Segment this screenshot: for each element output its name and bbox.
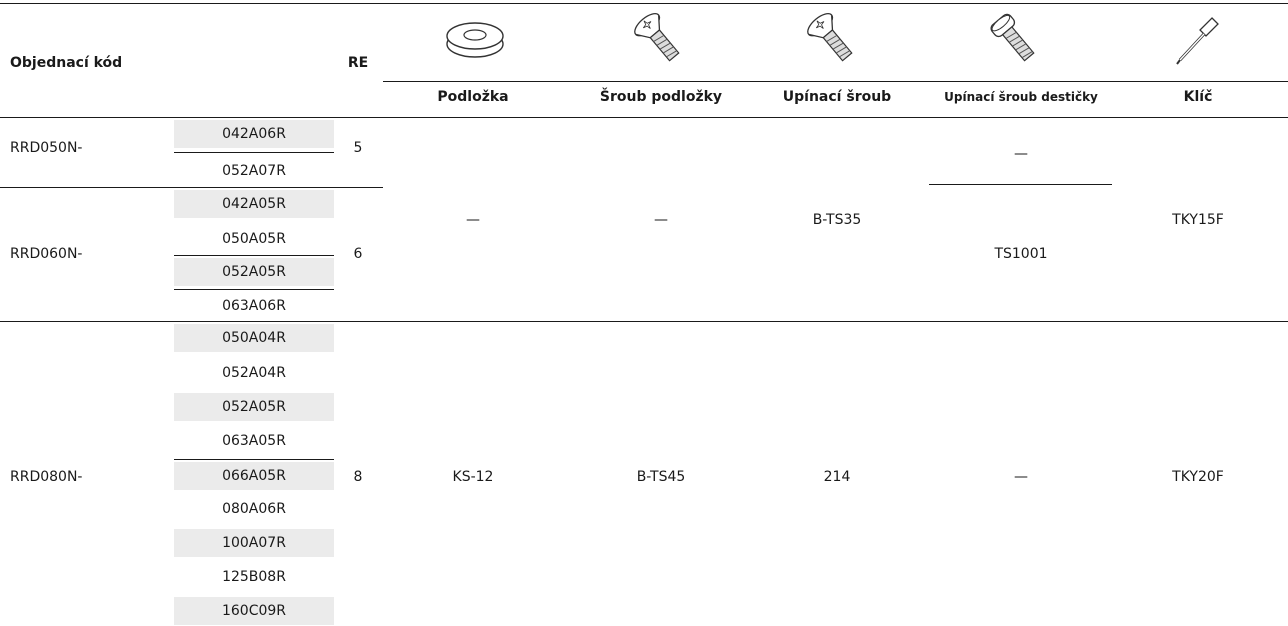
desticky-divider xyxy=(929,184,1112,185)
sroub-podlozky-value: B-TS45 xyxy=(636,469,686,485)
group-re: 5 xyxy=(353,140,363,156)
torx-key-icon xyxy=(1176,17,1219,65)
header-podlozka: Podložka xyxy=(437,89,509,105)
order-code: 125B08R xyxy=(222,569,286,585)
header-sroub-podlozky: Šroub podložky xyxy=(599,89,723,105)
code-divider xyxy=(174,255,334,256)
code-divider xyxy=(174,289,334,290)
podlozka-value: — xyxy=(466,212,480,228)
sroub-podlozky-value: — xyxy=(654,212,668,228)
upinaci-sroub-value: B-TS35 xyxy=(812,212,862,228)
group-divider xyxy=(0,187,383,188)
code-divider xyxy=(174,152,334,153)
header-klic: Klíč xyxy=(1183,89,1213,105)
torx-countersunk-screw-icon xyxy=(634,12,680,62)
order-code: 052A04R xyxy=(222,365,286,381)
header-icon-divider xyxy=(383,81,1288,82)
code-divider xyxy=(174,459,334,460)
order-code: 080A06R xyxy=(222,501,286,517)
table-top-border xyxy=(0,3,1288,4)
header-upinaci-sroub-desticky: Upínací šroub destičky xyxy=(944,90,1098,104)
order-code: 100A07R xyxy=(174,529,334,557)
order-code: 063A05R xyxy=(222,433,286,449)
order-code: 042A05R xyxy=(174,190,334,218)
group-re: 8 xyxy=(353,469,363,485)
group-prefix: RRD050N- xyxy=(10,140,83,156)
group-prefix: RRD060N- xyxy=(10,246,83,262)
podlozka-value: KS-12 xyxy=(452,469,494,485)
upinaci-sroub-value: 214 xyxy=(823,469,851,485)
section-divider xyxy=(0,321,1288,322)
order-code: 042A06R xyxy=(174,120,334,148)
washer-icon xyxy=(446,22,504,58)
order-code: 052A05R xyxy=(174,258,334,286)
order-code: 052A05R xyxy=(174,393,334,421)
upinaci-sroub-desticky-value: — xyxy=(1014,146,1028,162)
order-code: 052A07R xyxy=(222,163,286,179)
header-order-code: Objednací kód xyxy=(10,55,123,71)
group-prefix: RRD080N- xyxy=(10,469,83,485)
order-code: 160C09R xyxy=(174,597,334,625)
order-code: 063A06R xyxy=(222,298,286,314)
klic-value: TKY15F xyxy=(1172,212,1224,228)
header-upinaci-sroub: Upínací šroub xyxy=(782,89,892,105)
header-bottom-border xyxy=(0,117,1288,118)
order-code: 050A05R xyxy=(222,231,286,247)
upinaci-sroub-desticky-value: — xyxy=(1014,469,1028,485)
klic-value: TKY20F xyxy=(1172,469,1224,485)
torx-pan-head-screw-icon xyxy=(990,13,1035,62)
torx-countersunk-screw-icon xyxy=(807,12,853,62)
group-re: 6 xyxy=(353,246,363,262)
upinaci-sroub-desticky-value: TS1001 xyxy=(994,246,1048,262)
order-code: 050A04R xyxy=(174,324,334,352)
order-code: 066A05R xyxy=(174,462,334,490)
header-re: RE xyxy=(347,55,369,71)
